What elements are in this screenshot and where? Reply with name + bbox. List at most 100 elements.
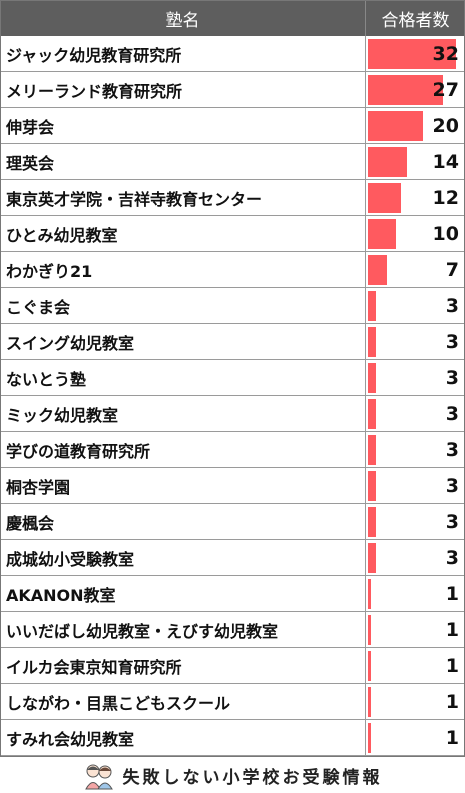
- table-row: ジャック幼児教育研究所 32: [0, 36, 465, 72]
- count-cell: 1: [367, 612, 464, 647]
- count-value: 1: [445, 726, 459, 749]
- table-row: イルカ会東京知育研究所 1: [0, 648, 465, 684]
- table-row: 東京英才学院・吉祥寺教育センター 12: [0, 180, 465, 216]
- count-value: 3: [445, 366, 459, 389]
- table-row: 桐杏学園 3: [0, 468, 465, 504]
- table-row: ひとみ幼児教室 10: [0, 216, 465, 252]
- count-value: 12: [432, 186, 459, 209]
- count-value: 10: [432, 222, 459, 245]
- count-cell: 10: [367, 216, 464, 251]
- count-bar: [368, 615, 371, 645]
- count-value: 1: [445, 690, 459, 713]
- school-name: イルカ会東京知育研究所: [0, 648, 366, 683]
- table-row: ミック幼児教室 3: [0, 396, 465, 432]
- count-bar: [368, 399, 376, 429]
- school-name: スイング幼児教室: [0, 324, 366, 359]
- count-bar: [368, 471, 376, 501]
- count-bar: [368, 363, 376, 393]
- table-row: すみれ会幼児教室 1: [0, 720, 465, 756]
- school-name: 伸芽会: [0, 108, 366, 143]
- count-bar: [368, 579, 371, 609]
- school-name: メリーランド教育研究所: [0, 72, 366, 107]
- count-value: 20: [432, 114, 459, 137]
- table-row: しながわ・目黒こどもスクール 1: [0, 684, 465, 720]
- count-value: 1: [445, 654, 459, 677]
- school-name: こぐま会: [0, 288, 366, 323]
- count-value: 1: [445, 582, 459, 605]
- count-cell: 12: [367, 180, 464, 215]
- school-name: わかぎり21: [0, 252, 366, 287]
- count-cell: 3: [367, 432, 464, 467]
- count-cell: 7: [367, 252, 464, 287]
- count-bar: [368, 723, 371, 753]
- school-name: 成城幼小受験教室: [0, 540, 366, 575]
- count-bar: [368, 111, 423, 141]
- school-name: 理英会: [0, 144, 366, 179]
- table-row: 伸芽会 20: [0, 108, 465, 144]
- school-name: いいだばし幼児教室・えびす幼児教室: [0, 612, 366, 647]
- table-row: 学びの道教育研究所 3: [0, 432, 465, 468]
- count-value: 3: [445, 510, 459, 533]
- count-cell: 32: [367, 36, 464, 71]
- count-bar: [368, 651, 371, 681]
- count-bar: [368, 183, 401, 213]
- count-value: 3: [445, 438, 459, 461]
- table-row: いいだばし幼児教室・えびす幼児教室 1: [0, 612, 465, 648]
- count-value: 3: [445, 546, 459, 569]
- count-value: 32: [432, 42, 459, 65]
- count-value: 3: [445, 294, 459, 317]
- count-cell: 3: [367, 396, 464, 431]
- count-value: 14: [432, 150, 459, 173]
- school-name: ひとみ幼児教室: [0, 216, 366, 251]
- school-name: ミック幼児教室: [0, 396, 366, 431]
- count-bar: [368, 327, 376, 357]
- table-row: ないとう塾 3: [0, 360, 465, 396]
- count-cell: 3: [367, 504, 464, 539]
- count-cell: 14: [367, 144, 464, 179]
- count-cell: 1: [367, 684, 464, 719]
- table-row: AKANON教室 1: [0, 576, 465, 612]
- school-name: 東京英才学院・吉祥寺教育センター: [0, 180, 366, 215]
- table-row: こぐま会 3: [0, 288, 465, 324]
- count-bar: [368, 255, 387, 285]
- school-name: ないとう塾: [0, 360, 366, 395]
- count-bar: [368, 507, 376, 537]
- school-name: 慶楓会: [0, 504, 366, 539]
- column-header-pass-count: 合格者数: [366, 0, 465, 36]
- column-header-school-name: 塾名: [0, 0, 366, 36]
- count-bar: [368, 291, 376, 321]
- count-cell: 1: [367, 648, 464, 683]
- count-cell: 1: [367, 576, 464, 611]
- school-name: AKANON教室: [0, 576, 366, 611]
- count-value: 3: [445, 402, 459, 425]
- school-name: しながわ・目黒こどもスクール: [0, 684, 366, 719]
- table-row: スイング幼児教室 3: [0, 324, 465, 360]
- footer-brand: 失敗しない小学校お受験情報: [0, 758, 465, 793]
- brand-text: 失敗しない小学校お受験情報: [122, 768, 383, 788]
- table-row: メリーランド教育研究所 27: [0, 72, 465, 108]
- count-cell: 20: [367, 108, 464, 143]
- table-row: わかぎり21 7: [0, 252, 465, 288]
- count-bar: [368, 435, 376, 465]
- count-bar: [368, 543, 376, 573]
- count-value: 3: [445, 474, 459, 497]
- children-logo-icon: [84, 764, 113, 789]
- table-row: 理英会 14: [0, 144, 465, 180]
- count-cell: 3: [367, 324, 464, 359]
- count-value: 27: [432, 78, 459, 101]
- school-name: ジャック幼児教育研究所: [0, 36, 366, 71]
- count-cell: 1: [367, 720, 464, 755]
- count-bar: [368, 219, 396, 249]
- count-value: 1: [445, 618, 459, 641]
- count-value: 3: [445, 330, 459, 353]
- count-bar: [368, 75, 443, 105]
- count-value: 7: [445, 258, 459, 281]
- school-name: 学びの道教育研究所: [0, 432, 366, 467]
- count-bar: [368, 147, 407, 177]
- count-cell: 3: [367, 540, 464, 575]
- count-cell: 3: [367, 360, 464, 395]
- table-row: 成城幼小受験教室 3: [0, 540, 465, 576]
- school-name: すみれ会幼児教室: [0, 720, 366, 755]
- count-cell: 3: [367, 288, 464, 323]
- count-bar: [368, 39, 456, 69]
